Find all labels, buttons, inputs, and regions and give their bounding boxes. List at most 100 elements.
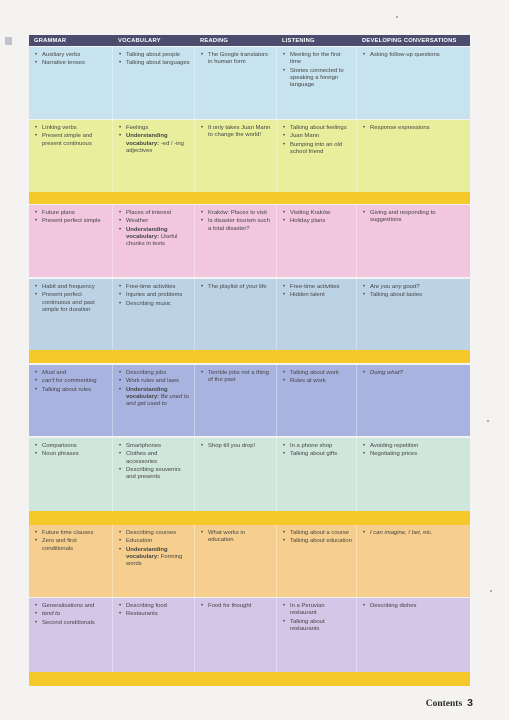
reading-cell: Food for thought	[195, 598, 277, 672]
listening-cell: In a phone shop Talking about gifts	[277, 438, 357, 511]
list-item: Talking about restaurants	[282, 619, 352, 633]
list-item: Smartphones	[118, 443, 190, 450]
grammar-cell: Future plans Present perfect simple	[29, 205, 113, 277]
conversations-cell: Are you any good? Talking about tastes	[357, 279, 470, 350]
divider-strip	[29, 192, 470, 204]
list-item: Giving and responding to suggestions	[362, 210, 466, 224]
item-text: Free-time activities	[290, 284, 340, 290]
item-text: Is disaster tourism such a total disaste…	[208, 218, 270, 232]
list-item: Zero and first conditionals	[34, 538, 108, 552]
item-text: Stories connected to speaking a foreign …	[290, 67, 344, 88]
list-item: Future time clauses	[34, 530, 108, 537]
list-item: Habit and frequency	[34, 284, 108, 291]
item-text: Noun phrases	[42, 451, 79, 458]
conversations-cell: Asking follow-up questions	[357, 47, 470, 119]
list-item: I can imagine, I bet, etc.	[362, 530, 466, 537]
list-item: Understanding vocabulary: Be used to and…	[118, 387, 190, 409]
item-text: Giving and responding to suggestions	[370, 210, 436, 224]
item-text: Talking about education	[290, 538, 352, 545]
item-text: Present perfect continuous and past simp…	[42, 292, 95, 313]
item-text: Work rules and laws	[126, 378, 179, 385]
list-item: Talking about a course	[282, 530, 352, 537]
list-item: What works in education	[200, 530, 272, 544]
list-item: Weather	[118, 218, 190, 225]
list-item: Describing souvenirs and presents	[118, 467, 190, 481]
unit-row-4: Habit and frequency Present perfect conti…	[29, 279, 470, 350]
item-text: Generalisations and	[42, 603, 95, 609]
conversations-cell: Response expressions	[357, 120, 470, 192]
conversations-cell: Describing dishes	[357, 598, 470, 672]
item-text: Talking about restaurants	[290, 618, 325, 632]
grammar-cell: Habit and frequency Present perfect conti…	[29, 279, 113, 350]
list-item: Education	[118, 538, 190, 545]
listening-cell: In a Peruvian restaurantTalking about re…	[277, 598, 357, 672]
item-text: Zero and first conditionals	[42, 538, 77, 552]
page-tab-mark	[5, 37, 12, 45]
list-item: Clothes and accessories	[118, 451, 190, 465]
vocabulary-cell: Free-time activities Injuries and problem…	[113, 279, 195, 350]
item-text: Describing music	[126, 300, 171, 307]
page-footer: Contents 3	[426, 697, 473, 709]
list-item: Is disaster tourism such a total disaste…	[200, 218, 272, 232]
item-text: for commenting	[54, 378, 97, 385]
list-item: Talking about gifts	[282, 451, 352, 458]
list-item: Linking verbs	[34, 125, 108, 132]
italic-term: I can imagine, I bet,	[370, 530, 422, 536]
list-item: The Google translators in human form	[200, 52, 272, 66]
item-text: Talking about work	[290, 370, 339, 376]
list-item: Present simple and present continuous	[34, 133, 108, 147]
listening-cell: Talking about feelings Juan MannBumping i…	[277, 120, 357, 192]
list-item: tend to	[34, 611, 108, 618]
item-text: Negotiating prices	[370, 451, 418, 458]
conversations-cell: Doing what?	[357, 365, 470, 436]
item-text: Juan Mann	[290, 133, 320, 140]
unit-row-6: Comparisons Noun phrases Smartphones Clothe…	[29, 438, 470, 511]
list-item: Talking about people	[118, 52, 190, 59]
list-item: Kraków: Places to visit	[200, 210, 272, 217]
item-text: Visiting Kraków	[290, 210, 331, 216]
list-item: Food for thought	[200, 603, 272, 610]
grammar-cell: Future time clauses Zero and first condit…	[29, 525, 113, 597]
bold-term: Understanding vocabulary:	[126, 546, 168, 560]
scan-speck	[490, 590, 492, 592]
list-item: Describing dishes	[362, 603, 466, 610]
unit-row-5: Must and can't for commentingTalking abo…	[29, 365, 470, 436]
list-item: Injuries and problems	[118, 292, 190, 299]
item-text: Response expressions	[370, 125, 430, 131]
italic-term: Be used to and get used to	[126, 393, 189, 408]
bold-term: Understanding vocabulary:	[126, 133, 168, 147]
list-item: Meeting for the first time	[282, 52, 352, 66]
unit-row-2: Linking verbs Present simple and present …	[29, 120, 470, 192]
item-text: Food for thought	[208, 603, 252, 609]
item-text: Talking about a course	[290, 530, 349, 536]
list-item: Restaurants	[118, 611, 190, 618]
item-text: Hidden talent	[290, 292, 325, 299]
item-text: and	[54, 370, 67, 376]
reading-cell: The Google translators in human form	[195, 47, 277, 119]
list-item: Comparisons	[34, 443, 108, 450]
list-item: Future plans	[34, 210, 108, 217]
item-text: Talking about languages	[126, 60, 190, 67]
item-text: etc.	[421, 530, 433, 536]
item-text: Talking about tastes	[370, 292, 423, 299]
item-text: Smartphones	[126, 443, 162, 449]
bold-term: Understanding vocabulary:	[126, 226, 168, 240]
item-text: Comparisons	[42, 443, 77, 449]
grammar-cell: Comparisons Noun phrases	[29, 438, 113, 511]
vocabulary-cell: Feelings Understanding vocabulary: -ed / …	[113, 120, 195, 192]
conversations-cell: I can imagine, I bet, etc.	[357, 525, 470, 597]
item-text: Education	[126, 538, 153, 545]
item-text: Places of interest	[126, 210, 172, 216]
item-text: Second conditionals	[42, 619, 95, 626]
header-listening: LISTENING	[282, 37, 315, 44]
divider-strip	[29, 672, 470, 686]
list-item: It only takes Juan Mann to change the wo…	[200, 125, 272, 139]
item-text: Shop till you drop!	[208, 443, 256, 449]
item-text: The Google translators in human form	[208, 52, 268, 66]
header-reading: READING	[200, 37, 229, 44]
conversations-cell: Avoiding repetition Negotiating prices	[357, 438, 470, 511]
item-text: Describing dishes	[370, 603, 417, 609]
list-item: Understanding vocabulary: Useful chunks …	[118, 227, 190, 249]
list-item: In a phone shop	[282, 443, 352, 450]
italic-term: Are you any good?	[370, 284, 420, 290]
